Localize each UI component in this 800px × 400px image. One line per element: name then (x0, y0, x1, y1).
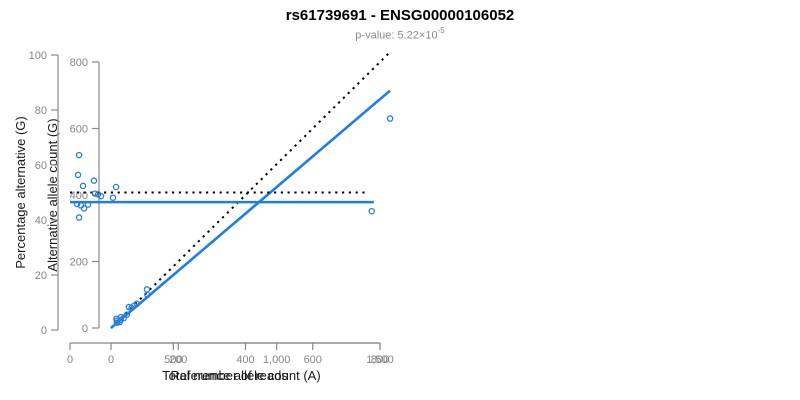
percentage-reads-scatter-plot: 0 20 40 60 80 100 0 500 1,000 1,500 Total number o… (13, 50, 394, 383)
data-point (133, 300, 141, 307)
data-point (79, 182, 87, 190)
data-point (73, 200, 81, 208)
data-point (97, 192, 105, 200)
x-tick-label: 800 (371, 354, 389, 366)
y-axis-label: Alternative allele count (G) (45, 118, 60, 271)
data-point (123, 311, 131, 318)
x-tick-label: 600 (304, 354, 322, 366)
y-tick-label: 0 (41, 325, 47, 337)
y-tick-label: 60 (35, 160, 47, 172)
data-point (112, 183, 120, 191)
data-point (75, 151, 83, 159)
x-axis-label: Total number of reads (162, 368, 288, 383)
y-tick-label: 600 (70, 124, 88, 136)
x-tick-label: 0 (108, 354, 114, 366)
y-tick-label: 40 (35, 215, 47, 227)
x-tick-label: 1,000 (263, 354, 291, 366)
data-point (144, 291, 151, 298)
data-point (386, 115, 394, 122)
data-point (116, 318, 123, 326)
data-point (90, 177, 98, 184)
figure-title: rs61739691 - ENSG00000106052 (285, 7, 515, 24)
p-value-text: p-value: 5.22×10 (355, 29, 438, 42)
y-tick-label: 800 (70, 57, 88, 69)
data-point (84, 201, 92, 208)
y-tick-label: 80 (35, 105, 47, 117)
y-tick-label: 100 (29, 50, 47, 62)
figure-subtitle: p-value: 5.22×10-5 (0, 26, 800, 42)
x-tick-label: 400 (236, 354, 254, 366)
x-axis-label: Reference allele count (A) (170, 368, 320, 383)
data-point (74, 171, 82, 179)
y-tick-label: 20 (35, 270, 47, 282)
x-tick-label: 500 (164, 354, 182, 366)
data-point (91, 190, 99, 197)
y-tick-label: 200 (70, 257, 88, 269)
fit-line (110, 89, 391, 329)
x-tick-label: 200 (169, 354, 187, 366)
x-tick-label: 1,500 (366, 354, 394, 366)
data-point (75, 214, 83, 221)
x-tick-label: 0 (67, 354, 73, 366)
data-point (368, 207, 375, 215)
figure-header: rs61739691 - ENSG00000106052 p-value: 5.… (0, 7, 800, 43)
y-axis-label: Percentage alternative (G) (13, 116, 28, 268)
p-value-exponent: -5 (437, 26, 445, 36)
data-point (80, 205, 88, 212)
y-tick-label: 0 (82, 323, 88, 335)
y-tick-label: 400 (70, 190, 88, 202)
data-point (109, 194, 117, 201)
